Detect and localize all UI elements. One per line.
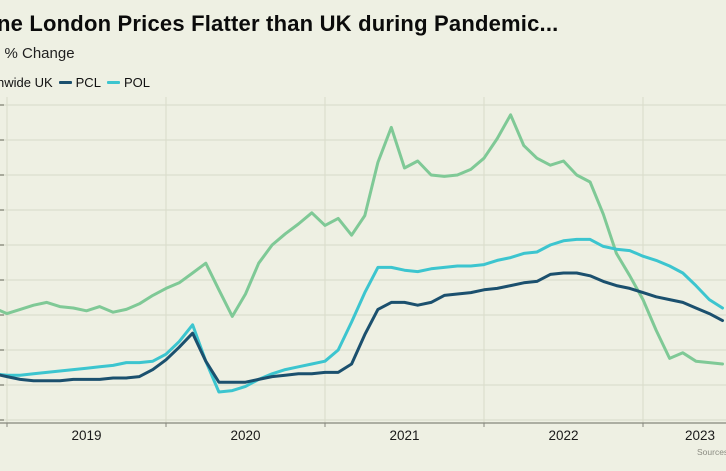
grid-layer: [0, 97, 726, 427]
x-tick-label: 2022: [548, 428, 578, 443]
legend-marker-pcl: [58, 81, 72, 84]
series-pcl-line: [0, 271, 724, 384]
legend-marker-pol: [106, 81, 120, 84]
legend-label: POL: [123, 75, 150, 90]
chart-subtitle: l % Change: [0, 45, 75, 62]
x-tick-label: 2020: [230, 428, 260, 443]
series-pol-line: [0, 237, 724, 394]
legend: nwide UK PCL POL: [0, 75, 726, 90]
chart-title: ne London Prices Flatter than UK during …: [0, 11, 559, 36]
legend-item-pcl: PCL: [58, 75, 101, 90]
legend-label: PCL: [75, 75, 101, 90]
x-tick-label: 2021: [389, 428, 419, 443]
legend-item-uk: nwide UK: [0, 75, 53, 90]
x-tick-label: 2019: [71, 428, 101, 443]
legend-label: nwide UK: [0, 75, 53, 90]
series-uk-line: [0, 113, 724, 366]
chart-header: ne London Prices Flatter than UK during …: [0, 0, 726, 90]
x-tick-label: 2023: [685, 428, 715, 443]
source-note: Sources: [697, 447, 726, 457]
legend-item-pol: POL: [106, 75, 150, 90]
